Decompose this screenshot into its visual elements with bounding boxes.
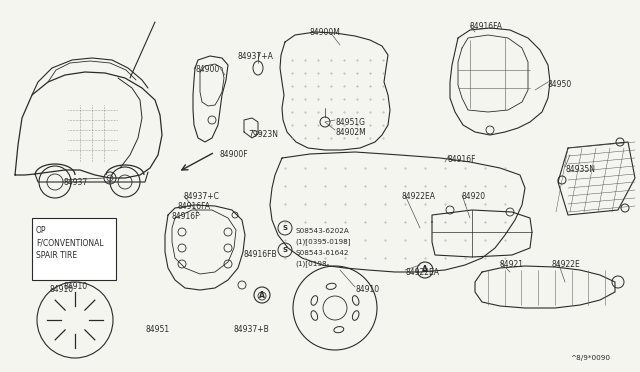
Text: 84922EA: 84922EA <box>402 192 436 201</box>
FancyBboxPatch shape <box>32 218 116 280</box>
Text: (1)[0395-0198]: (1)[0395-0198] <box>295 238 351 245</box>
Text: 84937+C: 84937+C <box>184 192 220 201</box>
Text: 79923N: 79923N <box>248 130 278 139</box>
Text: S: S <box>282 247 287 253</box>
Text: 84916FA: 84916FA <box>470 22 503 31</box>
Text: 84902M: 84902M <box>335 128 365 137</box>
Text: 84916FA: 84916FA <box>178 202 211 211</box>
Text: 84921: 84921 <box>500 260 524 269</box>
Text: 84951: 84951 <box>146 325 170 334</box>
Text: 84937+B: 84937+B <box>234 325 269 334</box>
Text: 84900M: 84900M <box>310 28 341 37</box>
Text: S: S <box>282 225 287 231</box>
Text: 84910: 84910 <box>50 285 74 294</box>
Text: OP
F/CONVENTIONAL
SPAIR TIRE: OP F/CONVENTIONAL SPAIR TIRE <box>36 226 104 260</box>
Text: ^8/9*0090: ^8/9*0090 <box>570 355 610 361</box>
Text: A: A <box>259 291 265 299</box>
Text: 84950: 84950 <box>548 80 572 89</box>
Text: 84900F: 84900F <box>220 150 248 159</box>
Text: 84910: 84910 <box>64 282 88 291</box>
Text: 84920: 84920 <box>462 192 486 201</box>
Text: 84900: 84900 <box>196 65 220 74</box>
Text: (1)[0198-: (1)[0198- <box>295 260 329 267</box>
Text: 84935N: 84935N <box>565 165 595 174</box>
Text: S08543-6202A: S08543-6202A <box>295 228 349 234</box>
Text: 84916F: 84916F <box>172 212 200 221</box>
Text: 84937+A: 84937+A <box>238 52 274 61</box>
Text: 84916FB: 84916FB <box>244 250 278 259</box>
Text: 84951G: 84951G <box>335 118 365 127</box>
Text: 84922E: 84922E <box>552 260 580 269</box>
Text: 84916F: 84916F <box>448 155 477 164</box>
Text: A: A <box>422 266 428 275</box>
Text: S08543-61642: S08543-61642 <box>295 250 349 256</box>
Text: 84910: 84910 <box>355 285 379 294</box>
Text: 84922EA: 84922EA <box>405 268 439 277</box>
Text: 84937: 84937 <box>64 178 88 187</box>
